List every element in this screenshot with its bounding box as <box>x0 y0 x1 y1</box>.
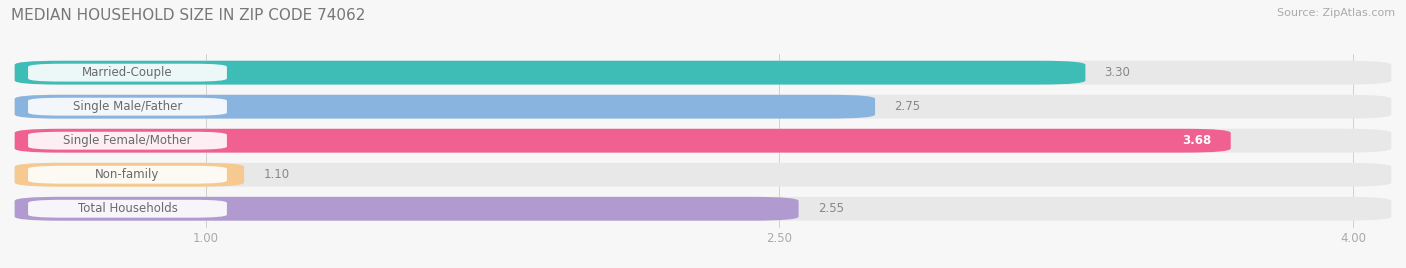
Text: 3.30: 3.30 <box>1105 66 1130 79</box>
Text: Single Male/Father: Single Male/Father <box>73 100 183 113</box>
FancyBboxPatch shape <box>28 200 226 218</box>
FancyBboxPatch shape <box>14 197 1392 221</box>
FancyBboxPatch shape <box>14 163 1392 187</box>
FancyBboxPatch shape <box>14 95 1392 118</box>
FancyBboxPatch shape <box>14 163 245 187</box>
FancyBboxPatch shape <box>28 166 226 184</box>
Text: 2.55: 2.55 <box>818 202 844 215</box>
FancyBboxPatch shape <box>28 64 226 81</box>
Text: Source: ZipAtlas.com: Source: ZipAtlas.com <box>1277 8 1395 18</box>
Text: 1.10: 1.10 <box>263 168 290 181</box>
Text: Non-family: Non-family <box>96 168 160 181</box>
FancyBboxPatch shape <box>14 197 799 221</box>
FancyBboxPatch shape <box>28 98 226 116</box>
FancyBboxPatch shape <box>28 132 226 150</box>
FancyBboxPatch shape <box>14 95 875 118</box>
Text: MEDIAN HOUSEHOLD SIZE IN ZIP CODE 74062: MEDIAN HOUSEHOLD SIZE IN ZIP CODE 74062 <box>11 8 366 23</box>
Text: Total Households: Total Households <box>77 202 177 215</box>
FancyBboxPatch shape <box>14 129 1230 152</box>
FancyBboxPatch shape <box>14 61 1085 85</box>
Text: 3.68: 3.68 <box>1182 134 1212 147</box>
Text: 2.75: 2.75 <box>894 100 921 113</box>
Text: Single Female/Mother: Single Female/Mother <box>63 134 191 147</box>
FancyBboxPatch shape <box>14 129 1392 152</box>
FancyBboxPatch shape <box>14 61 1392 85</box>
Text: Married-Couple: Married-Couple <box>82 66 173 79</box>
